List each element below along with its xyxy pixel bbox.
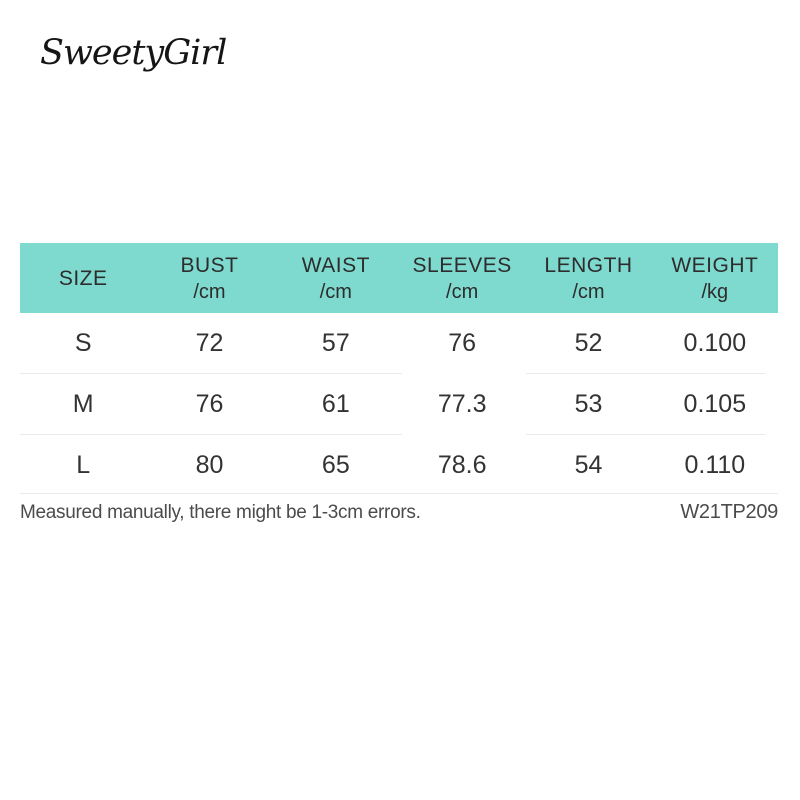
product-code: W21TP209 [680, 501, 778, 523]
header-cell-length: LENGTH /cm [525, 243, 651, 313]
footer: Measured manually, there might be 1-3cm … [20, 493, 778, 524]
header-unit: /cm [319, 280, 352, 303]
header-label: SIZE [58, 266, 108, 290]
row-divider [20, 373, 778, 374]
row-divider-right-segment [526, 434, 766, 435]
header-unit: /cm [446, 280, 479, 303]
table-cell: 65 [321, 450, 350, 479]
table-row-l: L 80 65 78.6 54 0.110 [20, 435, 778, 495]
header-cell-weight: WEIGHT /kg [652, 243, 778, 313]
table-cell: 57 [321, 328, 350, 357]
header-cell-waist: WAIST /cm [273, 243, 399, 313]
header-unit: /cm [572, 280, 605, 303]
table-cell: 52 [574, 328, 603, 357]
table-row-s: S 72 57 76 52 0.100 [20, 313, 778, 373]
table-cell: 0.105 [683, 389, 747, 418]
row-divider-left-segment [20, 373, 403, 374]
row-divider [20, 434, 778, 435]
table-cell: M [72, 389, 94, 418]
header-cell-bust: BUST /cm [146, 243, 272, 313]
table-cell: 61 [321, 389, 350, 418]
table-cell: 54 [574, 450, 603, 479]
row-divider-left-segment [20, 434, 403, 435]
size-table-header: SIZE BUST /cm WAIST /cm SLEEVES /cm LENG… [20, 243, 778, 313]
table-cell: 0.100 [683, 328, 747, 357]
header-label: LENGTH [544, 253, 633, 277]
table-row-m: M 76 61 77.3 53 0.105 [20, 374, 778, 434]
header-label: WAIST [301, 253, 370, 277]
table-cell: 0.110 [684, 450, 746, 479]
table-cell: 80 [195, 450, 224, 479]
table-cell: 77.3 [437, 389, 487, 418]
header-label: BUST [180, 253, 239, 277]
header-cell-sleeves: SLEEVES /cm [399, 243, 525, 313]
table-cell: 76 [195, 389, 224, 418]
brand-logo: SweetyGirl [40, 33, 227, 73]
table-cell: 76 [448, 328, 477, 357]
table-cell: L [76, 450, 91, 479]
table-cell: 53 [574, 389, 603, 418]
header-unit: /cm [193, 280, 226, 303]
table-cell: S [74, 328, 92, 357]
table-cell: 72 [195, 328, 224, 357]
measurement-note: Measured manually, there might be 1-3cm … [20, 502, 421, 523]
header-unit: /kg [701, 280, 729, 303]
header-label: WEIGHT [671, 253, 759, 277]
header-cell-size: SIZE [20, 243, 146, 313]
header-label: SLEEVES [412, 253, 512, 277]
size-table: SIZE BUST /cm WAIST /cm SLEEVES /cm LENG… [20, 243, 778, 495]
row-divider-right-segment [526, 373, 766, 374]
table-cell: 78.6 [437, 450, 487, 479]
